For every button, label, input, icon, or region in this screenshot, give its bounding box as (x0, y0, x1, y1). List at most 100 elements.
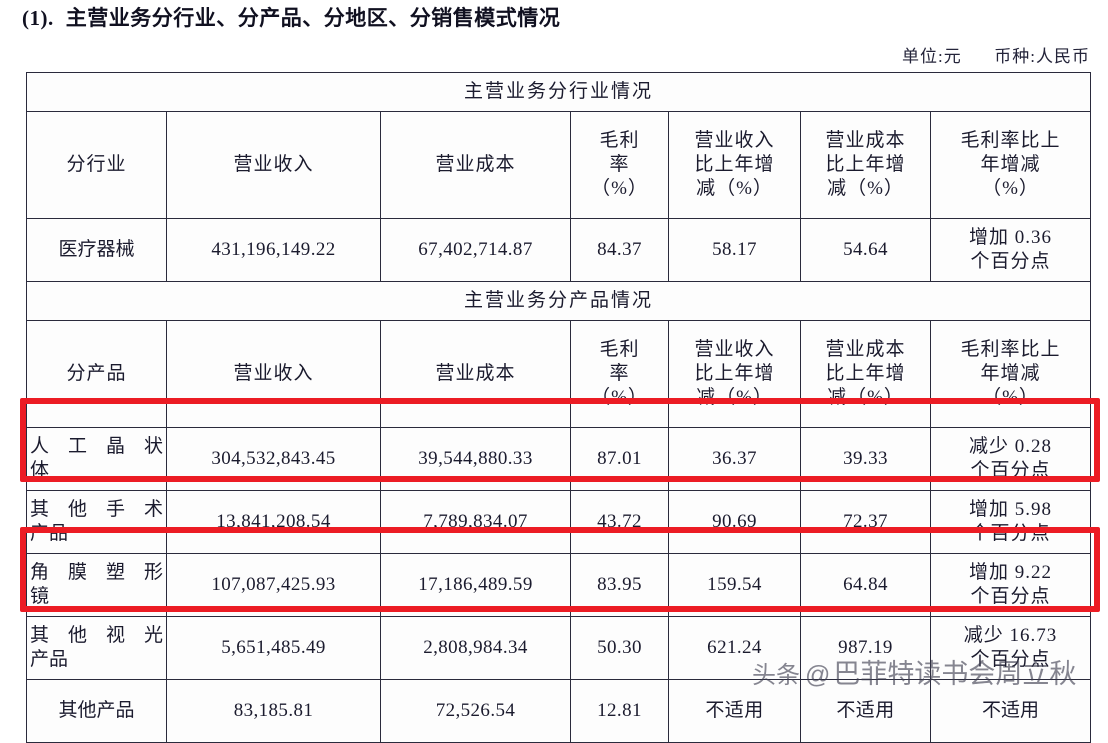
header-gross-margin-line1: 毛利 (599, 338, 640, 360)
header-margin-yoy-line1: 毛利率比上 (960, 338, 1061, 360)
header-cost-yoy-line2: 比上年增 (825, 362, 906, 384)
table-row: 角膜塑形 镜 107,087,425.93 17,186,489.59 83.9… (26, 553, 1092, 617)
row-revenue-yoy: 58.17 (668, 218, 801, 282)
row-margin-yoy-line1: 减少 16.73 (963, 624, 1058, 646)
row-revenue-yoy: 621.24 (668, 616, 801, 680)
header-cost: 营业成本 (380, 111, 571, 219)
row-cost: 39,544,880.33 (380, 427, 571, 491)
row-gross-margin: 84.37 (570, 218, 669, 282)
row-margin-yoy-line2: 个百分点 (970, 523, 1051, 544)
header-margin-yoy: 毛利率比上 年增减 （%） (929, 320, 1092, 428)
row-name-line1: 人工晶状 (30, 435, 163, 457)
row-cost: 72,526.54 (380, 679, 571, 743)
header-row-by-product: 分产品 营业收入 营业成本 毛利 率 （%） 营业收入 比上年增 减（%） 营业… (26, 320, 1092, 428)
section-title-row: 主营业务分行业情况 (25, 72, 1092, 112)
header-revenue-yoy: 营业收入 比上年增 减（%） (668, 111, 801, 219)
header-revenue-yoy-line3: 减（%） (696, 387, 773, 409)
header-cost: 营业成本 (380, 320, 571, 428)
row-margin-yoy: 减少 0.28 个百分点 (929, 427, 1092, 491)
row-name: 其他手术 产品 (26, 490, 167, 554)
header-cost-yoy-line3: 减（%） (827, 387, 904, 409)
row-margin-yoy: 不适用 (929, 679, 1092, 743)
row-gross-margin: 43.72 (570, 490, 669, 554)
row-gross-margin: 12.81 (570, 679, 669, 743)
financial-table-container: 主营业务分行业情况 分行业 营业收入 营业成本 毛利 率 （%） 营业收入 比上… (25, 72, 1092, 743)
row-name: 其他视光 产品 (26, 616, 167, 680)
row-gross-margin: 87.01 (570, 427, 669, 491)
row-name-line1: 角膜塑形 (30, 561, 163, 583)
row-name: 人工晶状 体 (26, 427, 167, 491)
header-revenue-yoy-line1: 营业收入 (694, 338, 775, 360)
header-gross-margin-line3: （%） (591, 387, 648, 409)
row-cost-yoy: 64.84 (800, 553, 931, 617)
header-revenue: 营业收入 (166, 111, 381, 219)
header-cost-yoy-line3: 减（%） (827, 178, 904, 200)
row-name-line1: 其他视光 (30, 624, 163, 646)
row-cost: 67,402,714.87 (380, 218, 571, 282)
section-title-row: 主营业务分产品情况 (25, 281, 1092, 321)
row-cost-yoy: 72.37 (800, 490, 931, 554)
header-margin-yoy-line2: 年增减 (980, 362, 1041, 384)
table-row: 其他视光 产品 5,651,485.49 2,808,984.34 50.30 … (26, 616, 1092, 680)
row-margin-yoy-line2: 个百分点 (970, 251, 1051, 272)
header-category: 分产品 (26, 320, 167, 428)
main-business-breakdown-table: 主营业务分行业情况 分行业 营业收入 营业成本 毛利 率 （%） 营业收入 比上… (25, 72, 1092, 743)
row-cost-yoy: 54.64 (800, 218, 931, 282)
header-gross-margin: 毛利 率 （%） (570, 320, 669, 428)
row-margin-yoy-line1: 减少 0.28 (969, 435, 1053, 457)
header-revenue-yoy-line2: 比上年增 (694, 153, 775, 175)
header-margin-yoy: 毛利率比上 年增减 （%） (929, 111, 1092, 219)
table-row: 其他手术 产品 13,841,208.54 7,789,834.07 43.72… (26, 490, 1092, 554)
header-cost-yoy-line1: 营业成本 (825, 338, 906, 360)
row-revenue-yoy: 90.69 (668, 490, 801, 554)
row-margin-yoy-line2: 个百分点 (970, 460, 1051, 481)
row-name: 角膜塑形 镜 (26, 553, 167, 617)
row-margin-yoy: 增加 9.22 个百分点 (929, 553, 1092, 617)
header-margin-yoy-line3: （%） (982, 387, 1039, 409)
row-revenue: 13,841,208.54 (166, 490, 381, 554)
header-cost-yoy: 营业成本 比上年增 减（%） (800, 320, 931, 428)
row-revenue: 304,532,843.45 (166, 427, 381, 491)
header-row-by-industry: 分行业 营业收入 营业成本 毛利 率 （%） 营业收入 比上年增 减（%） 营业… (26, 111, 1092, 219)
table-row: 医疗器械 431,196,149.22 67,402,714.87 84.37 … (26, 218, 1092, 282)
row-revenue: 431,196,149.22 (166, 218, 381, 282)
row-gross-margin: 83.95 (570, 553, 669, 617)
currency-label: 币种:人民币 (994, 47, 1090, 66)
row-name: 医疗器械 (26, 218, 167, 282)
header-cost-yoy: 营业成本 比上年增 减（%） (800, 111, 931, 219)
header-gross-margin-line2: 率 (609, 153, 630, 175)
unit-currency-line: 单位:元 币种:人民币 (902, 42, 1090, 67)
header-category: 分行业 (26, 111, 167, 219)
row-revenue-yoy: 36.37 (668, 427, 801, 491)
header-revenue-yoy-line2: 比上年增 (694, 362, 775, 384)
header-revenue-yoy-line3: 减（%） (696, 178, 773, 200)
row-margin-yoy-line2: 个百分点 (970, 649, 1051, 670)
row-margin-yoy: 减少 16.73 个百分点 (929, 616, 1092, 680)
row-margin-yoy-line1: 增加 9.22 (969, 561, 1053, 583)
row-name: 其他产品 (26, 679, 167, 743)
header-gross-margin-line3: （%） (591, 178, 648, 200)
row-revenue: 5,651,485.49 (166, 616, 381, 680)
row-name-line2: 体 (30, 460, 50, 481)
row-cost-yoy: 39.33 (800, 427, 931, 491)
row-revenue: 83,185.81 (166, 679, 381, 743)
header-margin-yoy-line2: 年增减 (980, 153, 1041, 175)
header-gross-margin: 毛利 率 （%） (570, 111, 669, 219)
section-title-by-product: 主营业务分产品情况 (25, 281, 1092, 321)
row-margin-yoy: 增加 5.98 个百分点 (929, 490, 1092, 554)
row-cost-yoy: 987.19 (800, 616, 931, 680)
row-revenue-yoy: 159.54 (668, 553, 801, 617)
row-cost-yoy: 不适用 (800, 679, 931, 743)
row-name-line2: 产品 (30, 649, 69, 670)
header-margin-yoy-line3: （%） (982, 178, 1039, 200)
row-gross-margin: 50.30 (570, 616, 669, 680)
row-cost: 2,808,984.34 (380, 616, 571, 680)
page-title-number: (1). (22, 6, 54, 30)
row-margin-yoy: 增加 0.36 个百分点 (929, 218, 1092, 282)
header-gross-margin-line1: 毛利 (599, 129, 640, 151)
row-name-line1: 其他手术 (30, 498, 163, 520)
unit-label: 单位:元 (902, 47, 962, 66)
row-cost: 17,186,489.59 (380, 553, 571, 617)
row-name-line2: 镜 (30, 586, 50, 607)
row-margin-yoy-line2: 个百分点 (970, 586, 1051, 607)
